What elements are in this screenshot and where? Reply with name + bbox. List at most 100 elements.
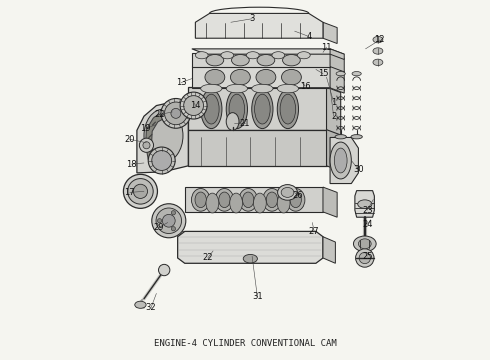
Ellipse shape xyxy=(335,135,346,139)
Ellipse shape xyxy=(232,54,249,66)
Text: 12: 12 xyxy=(374,36,385,45)
Text: 17: 17 xyxy=(124,188,135,197)
Ellipse shape xyxy=(356,249,374,267)
Ellipse shape xyxy=(161,99,191,128)
Ellipse shape xyxy=(239,189,257,211)
Ellipse shape xyxy=(171,108,181,118)
Ellipse shape xyxy=(252,90,273,129)
Ellipse shape xyxy=(297,52,310,59)
Text: 4: 4 xyxy=(306,32,312,41)
Polygon shape xyxy=(330,49,344,59)
Ellipse shape xyxy=(283,54,300,66)
Polygon shape xyxy=(185,187,323,212)
Ellipse shape xyxy=(373,36,383,43)
Text: 29: 29 xyxy=(153,223,163,232)
Text: 18: 18 xyxy=(126,159,137,168)
Ellipse shape xyxy=(281,188,294,197)
Ellipse shape xyxy=(180,92,207,119)
Ellipse shape xyxy=(287,189,305,211)
Ellipse shape xyxy=(157,219,162,223)
Ellipse shape xyxy=(206,193,219,213)
Ellipse shape xyxy=(184,96,203,116)
Ellipse shape xyxy=(139,138,153,152)
Polygon shape xyxy=(188,130,326,166)
Ellipse shape xyxy=(221,52,234,59)
Text: 15: 15 xyxy=(318,69,328,78)
Polygon shape xyxy=(196,13,323,38)
Ellipse shape xyxy=(152,150,172,170)
Ellipse shape xyxy=(152,204,186,238)
Ellipse shape xyxy=(277,193,290,213)
Ellipse shape xyxy=(243,192,254,208)
Ellipse shape xyxy=(359,252,370,264)
Text: 25: 25 xyxy=(362,252,372,261)
Text: 2: 2 xyxy=(331,112,336,121)
Ellipse shape xyxy=(256,69,276,85)
Polygon shape xyxy=(355,191,374,217)
Text: 20: 20 xyxy=(124,135,135,144)
Ellipse shape xyxy=(205,69,225,85)
Ellipse shape xyxy=(272,52,285,59)
Polygon shape xyxy=(192,53,330,67)
Text: 22: 22 xyxy=(202,253,213,262)
Ellipse shape xyxy=(172,226,175,231)
Ellipse shape xyxy=(206,54,224,66)
Text: 32: 32 xyxy=(146,303,156,312)
Ellipse shape xyxy=(162,215,175,227)
Ellipse shape xyxy=(230,69,250,85)
Ellipse shape xyxy=(123,174,157,208)
Text: 3: 3 xyxy=(249,14,255,23)
Ellipse shape xyxy=(336,72,345,76)
Ellipse shape xyxy=(373,48,383,54)
Polygon shape xyxy=(323,187,337,217)
Ellipse shape xyxy=(358,239,371,249)
Ellipse shape xyxy=(280,94,295,124)
Text: 19: 19 xyxy=(141,124,151,133)
Text: 1: 1 xyxy=(331,98,336,107)
Ellipse shape xyxy=(144,109,183,162)
Ellipse shape xyxy=(290,192,301,208)
Text: 22: 22 xyxy=(155,110,165,119)
Ellipse shape xyxy=(351,135,362,139)
Polygon shape xyxy=(192,49,344,54)
Text: 24: 24 xyxy=(362,220,372,229)
Ellipse shape xyxy=(215,189,234,211)
Polygon shape xyxy=(188,87,326,130)
Polygon shape xyxy=(330,66,344,93)
Text: 21: 21 xyxy=(240,119,250,128)
Ellipse shape xyxy=(352,72,361,76)
Polygon shape xyxy=(330,53,344,72)
Text: 26: 26 xyxy=(293,192,303,201)
Ellipse shape xyxy=(135,301,146,308)
Polygon shape xyxy=(137,102,188,173)
Ellipse shape xyxy=(226,113,239,130)
Ellipse shape xyxy=(277,90,298,129)
Text: 23: 23 xyxy=(362,206,372,215)
Text: 14: 14 xyxy=(190,101,200,110)
Text: 13: 13 xyxy=(176,78,187,87)
Ellipse shape xyxy=(172,211,175,215)
Polygon shape xyxy=(330,138,358,184)
Ellipse shape xyxy=(192,189,210,211)
Ellipse shape xyxy=(229,94,245,124)
Ellipse shape xyxy=(226,90,247,129)
Polygon shape xyxy=(323,237,335,263)
Ellipse shape xyxy=(156,208,182,234)
Ellipse shape xyxy=(143,142,150,149)
Ellipse shape xyxy=(263,189,281,211)
Ellipse shape xyxy=(277,84,298,93)
Ellipse shape xyxy=(128,179,153,204)
Ellipse shape xyxy=(201,84,222,93)
Ellipse shape xyxy=(253,193,266,213)
Ellipse shape xyxy=(246,52,259,59)
Ellipse shape xyxy=(148,147,175,174)
Text: 31: 31 xyxy=(252,292,263,301)
Ellipse shape xyxy=(252,84,273,93)
Polygon shape xyxy=(192,66,330,88)
Ellipse shape xyxy=(334,148,347,173)
Ellipse shape xyxy=(133,184,147,198)
Ellipse shape xyxy=(282,69,301,85)
Polygon shape xyxy=(326,87,341,136)
Ellipse shape xyxy=(196,52,208,59)
Ellipse shape xyxy=(353,236,376,252)
